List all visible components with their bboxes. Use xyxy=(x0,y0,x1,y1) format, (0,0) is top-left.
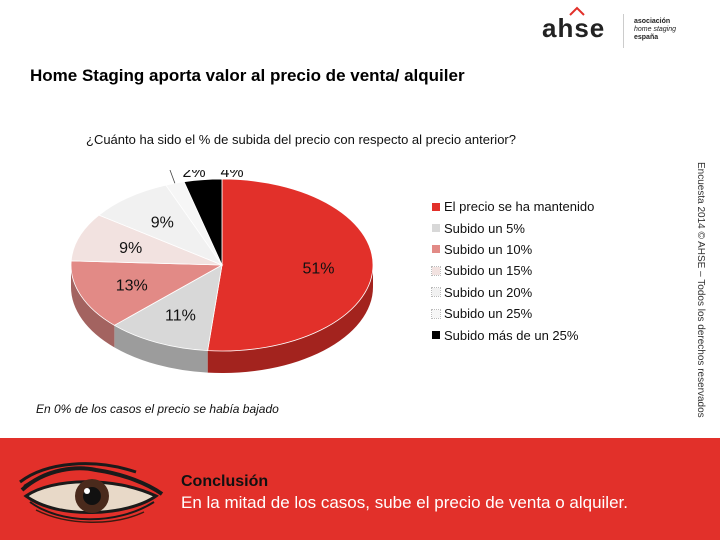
pie-side-subido-un-5 xyxy=(114,325,208,373)
copyright-text: Encuesta 2014 © AHSE – Todos los derecho… xyxy=(695,162,706,418)
survey-question: ¿Cuánto ha sido el % de subida del preci… xyxy=(86,132,516,147)
pie-slice-subido-un-5 xyxy=(113,264,223,352)
legend-label: El precio se ha mantenido xyxy=(444,199,595,215)
logo-sub-line-2: home staging xyxy=(634,26,677,33)
legend-swatch xyxy=(432,202,440,211)
logo-roof-icon xyxy=(569,6,585,16)
legend-item-subido-un-25: Subido un 25% xyxy=(431,303,594,324)
legend-swatch xyxy=(431,308,441,319)
data-label-subido-un-10: 13% xyxy=(116,278,148,295)
page-title: Home Staging aporta valor al precio de v… xyxy=(30,66,465,85)
logo-sub-line-1: asociación xyxy=(634,18,671,25)
pie-chart: 51% 11% 13% 9% 9% 2% 4% xyxy=(70,170,374,373)
pie-slice-el-precio-se-ha-mantenido xyxy=(207,178,374,352)
legend-swatch xyxy=(432,224,440,233)
logo-subtitle: asociación home staging españa xyxy=(634,18,676,42)
footnote: En 0% de los casos el precio se había ba… xyxy=(36,402,279,416)
legend-swatch xyxy=(432,331,440,340)
legend-item-subido-un-5: Subido un 5% xyxy=(432,217,594,238)
logo-divider xyxy=(623,14,624,48)
legend-item-subido-un-10: Subido un 10% xyxy=(432,239,594,260)
legend-label: Subido un 15% xyxy=(444,263,533,279)
pie-slice-subido-mas-de-un-25 xyxy=(183,178,223,266)
data-label-subido-un-20: 9% xyxy=(151,215,174,232)
chart-legend: El precio se ha mantenido Subido un 5% Sub… xyxy=(431,196,594,346)
legend-label: Subido un 5% xyxy=(444,220,525,236)
legend-label: Subido más de un 25% xyxy=(444,327,579,343)
data-label-subido-mas-de-un-25: 4% xyxy=(220,170,243,181)
pie-slice-subido-un-20 xyxy=(98,184,224,266)
copyright-side-text: Encuesta 2014 © AHSE – Todos los derecho… xyxy=(690,162,710,424)
data-label-subido-un-25: 2% xyxy=(182,170,205,181)
legend-item-subido-un-15: Subido un 15% xyxy=(431,260,594,281)
leader-line-subido-un-25 xyxy=(169,170,176,184)
legend-swatch xyxy=(431,287,441,298)
conclusion-text: En la mitad de los casos, sube el precio… xyxy=(181,493,628,512)
legend-swatch xyxy=(432,245,440,254)
conclusion-title: Conclusión xyxy=(181,473,269,490)
data-label-subido-un-15: 9% xyxy=(119,240,142,257)
pie-side-el-precio-se-ha-mantenido xyxy=(207,265,373,373)
pie-slice-subido-un-15 xyxy=(70,214,223,266)
legend-label: Subido un 10% xyxy=(444,241,533,257)
legend-swatch xyxy=(431,265,441,276)
pie-sides xyxy=(71,265,373,373)
data-label-subido-un-5: 11% xyxy=(165,308,196,325)
logo-wordmark: ahse xyxy=(542,13,606,43)
logo-sub-line-3: españa xyxy=(634,34,659,41)
legend-label: Subido un 25% xyxy=(444,306,533,322)
legend-label: Subido un 20% xyxy=(444,284,533,300)
data-label-el-precio-se-ha-mantenido: 51% xyxy=(303,261,335,278)
pie-side-subido-un-10 xyxy=(71,265,115,348)
conclusion-banner: Conclusión En la mitad de los casos, sub… xyxy=(0,438,720,540)
eye-icon xyxy=(19,462,164,523)
pie-slice-subido-un-10 xyxy=(70,260,224,326)
legend-item-el-precio-se-ha-mantenido: El precio se ha mantenido xyxy=(432,196,594,217)
legend-item-subido-un-20: Subido un 20% xyxy=(431,282,594,303)
legend-item-subido-mas-de-un-25: Subido más de un 25% xyxy=(432,324,594,345)
